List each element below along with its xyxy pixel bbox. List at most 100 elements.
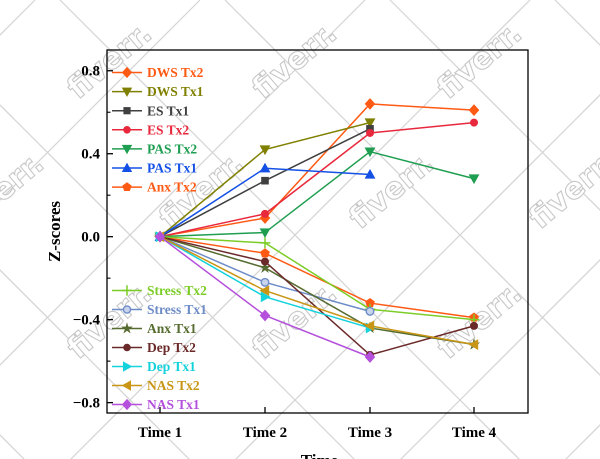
watermark-line: [0, 0, 201, 201]
data-point: [259, 145, 271, 156]
legend-label: Stress Tx2: [147, 283, 207, 298]
data-point: [122, 182, 132, 192]
watermark-line: [0, 104, 355, 459]
x-tick-label: Time 3: [348, 425, 392, 441]
watermark-line: [554, 0, 600, 46]
watermark-text: fiverr.: [431, 16, 529, 106]
legend-entry: Anx Tx1: [112, 321, 197, 336]
watermark-line: [0, 269, 190, 459]
data-point: [259, 212, 271, 224]
data-point: [258, 261, 272, 273]
series-line: [159, 150, 475, 238]
legend-label: Dep Tx1: [147, 359, 196, 374]
data-point: [121, 398, 133, 411]
legend-entry: ES Tx1: [112, 103, 189, 118]
legend: DWS Tx2 DWS Tx1 ES Tx1 ES Tx2 PAS Tx2 PAS Tx1…: [112, 65, 207, 412]
data-point: [366, 125, 374, 133]
legend-label: PAS Tx2: [147, 142, 197, 157]
x-axis-label: Time: [301, 451, 339, 459]
legend-label: ES Tx1: [147, 103, 189, 118]
watermark-text: fiverr.: [0, 146, 51, 236]
data-point: [121, 66, 133, 79]
legend-entry: Dep Tx1: [112, 359, 196, 374]
data-point: [364, 351, 376, 363]
data-point: [468, 174, 480, 185]
legend-label: DWS Tx2: [147, 65, 204, 80]
watermark-text: fiverr.: [246, 276, 344, 366]
data-point: [123, 107, 131, 115]
data-point: [122, 305, 132, 314]
data-point: [364, 118, 376, 129]
data-point: [261, 176, 269, 185]
axes: −0.8 −0.4 0.0 0.4 0.8 Time 1 Time 2 Time 3 Time …: [73, 64, 497, 441]
data-point: [260, 277, 270, 287]
data-point: [259, 285, 270, 297]
x-tick-label: Time 1: [138, 425, 182, 441]
series-line: [159, 236, 475, 346]
watermark-line: [0, 434, 25, 459]
legend-entry: Stress Tx1: [112, 302, 207, 317]
data-point: [259, 237, 271, 249]
y-tick-label: 0.4: [81, 147, 100, 163]
data-point: [154, 230, 166, 243]
series-line: [159, 235, 475, 321]
y-tick-label: 0.0: [81, 230, 100, 246]
data-point: [260, 248, 270, 258]
data-point: [470, 118, 478, 127]
data-point: [121, 144, 133, 155]
data-point: [123, 126, 131, 134]
legend-label: ES Tx2: [147, 122, 189, 137]
legend-entry: DWS Tx1: [112, 84, 204, 99]
data-point: [121, 380, 131, 391]
data-point: [261, 257, 269, 266]
x-tick-label: Time 2: [243, 425, 287, 441]
legend-entry: NAS Tx2: [112, 378, 200, 393]
watermark-line: [389, 0, 600, 211]
watermark-text: fiverr.: [61, 16, 159, 106]
data-point: [364, 168, 376, 179]
data-point: [121, 285, 133, 296]
x-tick-label: Time 4: [452, 425, 497, 441]
series-nas-tx1: [154, 230, 376, 363]
legend-entry: Anx Tx2: [112, 180, 197, 195]
plot-frame: [106, 49, 529, 414]
y-tick-label: 0.8: [81, 64, 100, 80]
series-line: [159, 235, 475, 319]
data-point: [259, 309, 271, 322]
y-tick-label: −0.4: [73, 313, 101, 329]
legend-entry: ES Tx2: [112, 122, 189, 137]
legend-entry: PAS Tx2: [112, 142, 197, 157]
watermark-line: [400, 259, 600, 459]
data-point: [470, 321, 478, 330]
series-layer: [153, 98, 481, 363]
data-point: [365, 306, 375, 316]
watermark-line: [0, 0, 36, 36]
legend-label: PAS Tx1: [147, 161, 197, 176]
data-point: [468, 339, 479, 350]
data-point: [123, 343, 131, 352]
legend-label: Stress Tx1: [147, 302, 207, 317]
y-tick-label: −0.8: [73, 396, 100, 412]
watermark-text: fiverr.: [246, 16, 344, 106]
data-point: [468, 104, 480, 117]
series-line: [159, 103, 475, 238]
legend-label: DWS Tx1: [147, 84, 204, 99]
data-point: [260, 291, 271, 303]
data-point: [366, 128, 374, 137]
legend-entry: PAS Tx1: [112, 161, 197, 176]
watermark-text: fiverr.: [431, 276, 529, 366]
legend-label: NAS Tx2: [147, 378, 200, 393]
legend-entry: NAS Tx1: [112, 397, 200, 412]
data-point: [121, 87, 133, 97]
legend-entry: DWS Tx2: [112, 65, 204, 80]
legend-label: Dep Tx2: [147, 340, 196, 355]
watermark-line: [224, 0, 600, 376]
watermark-line: [565, 424, 600, 459]
data-point: [259, 162, 271, 173]
legend-label: Anx Tx2: [147, 180, 197, 195]
data-point: [364, 147, 376, 158]
data-point: [259, 228, 271, 239]
data-point: [261, 209, 269, 218]
watermark-line: [59, 0, 520, 459]
